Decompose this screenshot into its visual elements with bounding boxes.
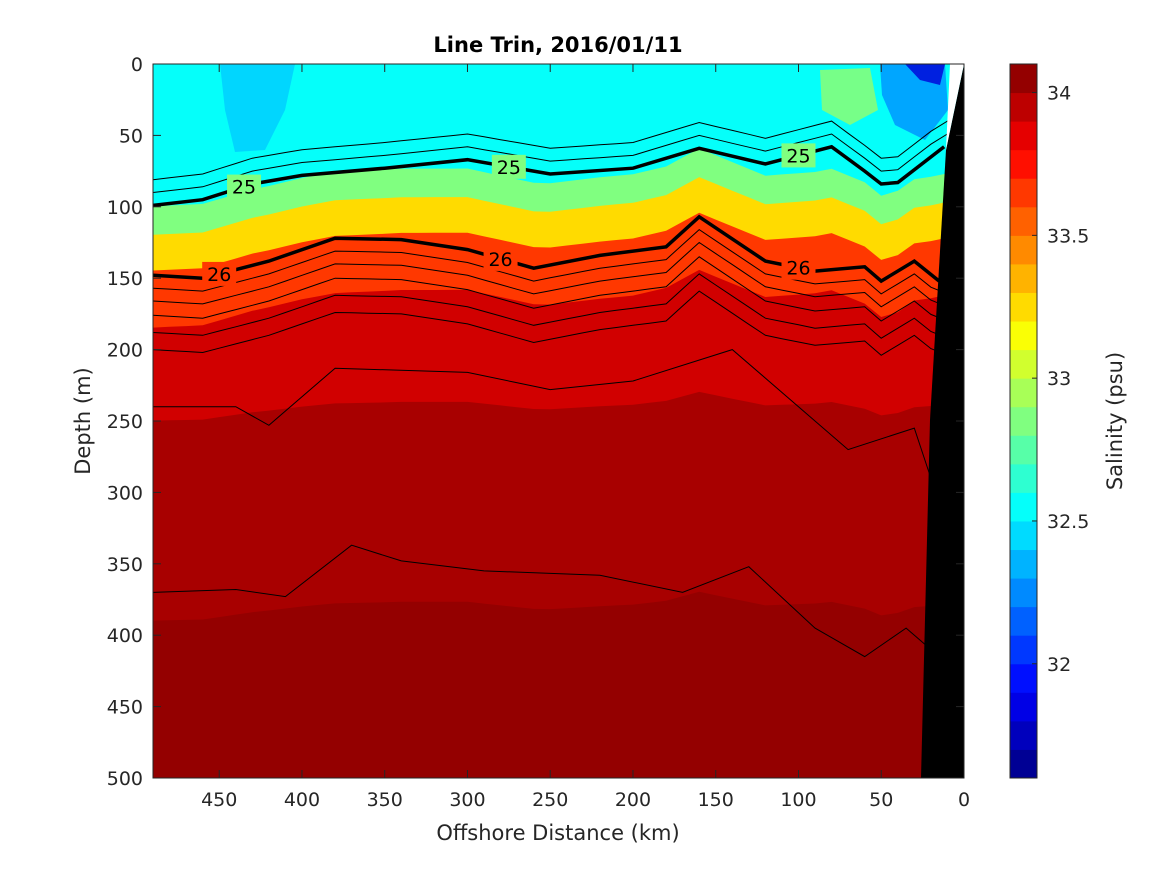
colorbar-band xyxy=(1010,321,1037,351)
colorbar-band xyxy=(1010,349,1037,379)
x-tick-label: 400 xyxy=(284,789,320,811)
thin-contour-2 xyxy=(153,228,964,295)
y-tick-label: 400 xyxy=(107,625,143,647)
fresh-patch-nearshore xyxy=(880,64,948,140)
x-tick-label: 100 xyxy=(780,789,816,811)
colorbar-band xyxy=(1010,635,1037,665)
y-tick-label: 300 xyxy=(107,482,143,504)
colorbar-band xyxy=(1010,206,1037,236)
colorbar-band xyxy=(1010,378,1037,408)
x-tick-label: 50 xyxy=(869,789,893,811)
colorbar-band xyxy=(1010,292,1037,322)
thin-contour-6 xyxy=(153,290,964,356)
colorbar-band xyxy=(1010,64,1037,94)
y-tick-label: 150 xyxy=(107,268,143,290)
y-tick-label: 350 xyxy=(107,554,143,576)
colorbar-band xyxy=(1010,235,1037,265)
contour-label-25: 25 xyxy=(786,145,810,167)
colorbar-band xyxy=(1010,121,1037,151)
colorbar-band xyxy=(1010,720,1037,750)
colorbar-band xyxy=(1010,549,1037,579)
x-tick-label: 300 xyxy=(449,789,485,811)
x-tick-label: 350 xyxy=(367,789,403,811)
colorbar-band xyxy=(1010,178,1037,208)
colorbar-band xyxy=(1010,149,1037,179)
colorbar-band xyxy=(1010,606,1037,636)
colorbar: 32 32.5 33 33.5 34 Salinity (psu) xyxy=(1009,63,1127,779)
deep-contour-0 xyxy=(153,349,932,479)
colorbar-tick-label: 32.5 xyxy=(1047,511,1089,533)
density-contour-25 xyxy=(153,144,946,208)
density-contours xyxy=(153,144,946,284)
thin-contour-4 xyxy=(153,256,964,322)
x-axis-label: Offshore Distance (km) xyxy=(436,821,679,845)
colorbar-band xyxy=(1010,435,1037,465)
contour-label-bg xyxy=(227,174,262,199)
x-tick-label: 450 xyxy=(201,789,237,811)
colorbar-bands xyxy=(1010,64,1037,779)
continental-shelf xyxy=(921,64,964,778)
y-tick-label: 450 xyxy=(107,697,143,719)
colorbar-label: Salinity (psu) xyxy=(1103,352,1127,490)
contour-label-bg xyxy=(781,255,816,280)
thin-contours xyxy=(153,120,964,658)
chart-title: Line Trin, 2016/01/11 xyxy=(433,33,682,57)
x-tick-label: 0 xyxy=(958,789,970,811)
contour-labels: 25 25 25 26 26 26 xyxy=(202,143,816,286)
thin-contour-3 xyxy=(153,241,964,308)
contour-label-bg xyxy=(781,143,816,168)
colorbar-band xyxy=(1010,263,1037,293)
y-axis-ticks: 0 50 100 150 200 250 300 350 400 450 500 xyxy=(107,54,964,790)
colorbar-tick-label: 32 xyxy=(1047,654,1071,676)
colorbar-band xyxy=(1010,749,1037,779)
y-tick-label: 0 xyxy=(131,54,143,76)
contour-label-26: 26 xyxy=(488,249,512,271)
y-tick-label: 200 xyxy=(107,340,143,362)
colorbar-frame xyxy=(1009,63,1038,779)
y-tick-label: 500 xyxy=(107,768,143,790)
contour-label-bg xyxy=(202,261,237,286)
fresh-patch-northwest xyxy=(220,64,295,152)
colorbar-tick-label: 34 xyxy=(1047,83,1071,105)
thin-contour-0 xyxy=(153,120,964,181)
colorbar-band xyxy=(1010,663,1037,693)
y-tick-label: 250 xyxy=(107,411,143,433)
x-axis-ticks: 450 400 350 300 250 200 150 100 50 0 xyxy=(201,64,970,811)
plot-overlay xyxy=(220,64,948,152)
contour-label-bg xyxy=(491,154,526,179)
colorbar-band xyxy=(1010,520,1037,551)
y-tick-label: 100 xyxy=(107,197,143,219)
contour-label-25: 25 xyxy=(497,157,521,179)
thin-contour-1 xyxy=(153,133,964,193)
colorbar-ticks: 32 32.5 33 33.5 34 xyxy=(1032,83,1089,676)
y-axis-label: Depth (m) xyxy=(71,367,95,474)
density-contour-26 xyxy=(153,214,941,284)
colorbar-band xyxy=(1010,406,1037,436)
colorbar-band xyxy=(1010,92,1037,122)
contour-label-26: 26 xyxy=(786,258,810,280)
x-tick-label: 150 xyxy=(698,789,734,811)
colorbar-band xyxy=(1010,492,1037,522)
y-tick-label: 50 xyxy=(119,125,143,147)
salinity-fill-layers xyxy=(153,64,964,778)
deep-contour-1 xyxy=(153,544,932,658)
contour-label-25: 25 xyxy=(232,177,256,199)
colorbar-tick-label: 33 xyxy=(1047,368,1071,390)
colorbar-band xyxy=(1010,692,1037,722)
thin-contour-5 xyxy=(153,273,964,339)
plot-area xyxy=(153,64,964,778)
salty-patch-nearshore xyxy=(820,68,878,125)
colorbar-band xyxy=(1010,578,1037,608)
contour-label-26: 26 xyxy=(207,264,231,286)
fresh-patch-coast xyxy=(905,64,945,85)
salinity-layer-6 xyxy=(153,591,964,778)
x-tick-label: 200 xyxy=(615,789,651,811)
x-tick-label: 250 xyxy=(532,789,568,811)
colorbar-band xyxy=(1010,463,1037,493)
contour-label-bg xyxy=(483,246,518,271)
colorbar-tick-label: 33.5 xyxy=(1047,225,1089,247)
shelf-white-notch xyxy=(946,64,964,150)
